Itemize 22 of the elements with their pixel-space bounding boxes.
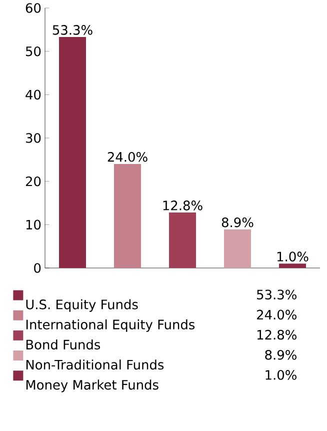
y-tick-label: 40	[26, 90, 41, 100]
text: 53.3%	[257, 290, 296, 300]
y-tick-label: 0	[34, 263, 41, 273]
y-tick-label: 10	[26, 220, 41, 230]
y-tick-label: 30	[26, 133, 41, 143]
data-label: 24.0%	[108, 152, 148, 162]
data-label: 8.9%	[222, 217, 254, 228]
y-tick-label: 20	[26, 176, 41, 186]
legend-label: Money Market Funds	[26, 380, 158, 392]
legend-label: U.S. Equity Funds	[26, 299, 138, 312]
legend-label: Non-Traditional Funds	[26, 360, 164, 370]
data-label: 12.8%	[163, 200, 202, 210]
data-label: 53.3%	[52, 25, 92, 35]
data-label: 1.0%	[277, 252, 308, 262]
text: 24.0%	[256, 310, 296, 320]
y-tick-label: 50	[26, 46, 41, 56]
text: 8.9%	[265, 350, 296, 360]
text: 12.8%	[257, 330, 296, 340]
legend-label: Bond Funds	[26, 339, 100, 350]
text: 1.0%	[266, 370, 296, 380]
legend-label: International Equity Funds	[26, 319, 195, 332]
y-tick-label: 60	[26, 3, 41, 13]
